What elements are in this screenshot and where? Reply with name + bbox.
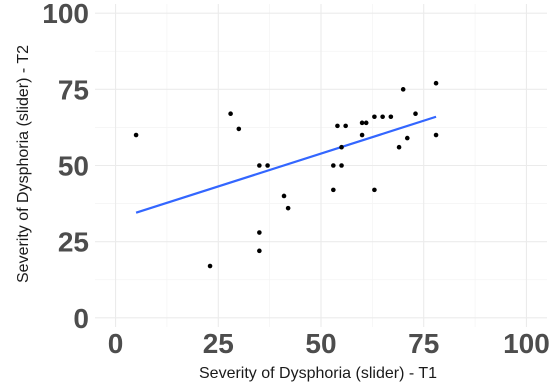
data-point	[343, 123, 348, 129]
y-tick-label: 0	[73, 303, 89, 334]
x-tick-label: 50	[305, 328, 336, 359]
data-point	[335, 123, 340, 129]
major-grid	[95, 4, 547, 327]
regression-line	[135, 115, 437, 214]
data-point	[359, 120, 365, 126]
data-point	[257, 248, 262, 254]
data-point	[388, 114, 394, 120]
x-tick-label: 100	[503, 328, 550, 359]
y-axis-title: Severity of Dysphoria (slider) - T2	[15, 45, 32, 283]
data-point	[265, 163, 270, 168]
x-tick-label: 75	[408, 328, 439, 359]
data-point	[331, 163, 336, 168]
data-point	[281, 193, 287, 199]
x-tick-label: 25	[203, 328, 234, 359]
data-point	[257, 163, 262, 168]
data-point	[339, 144, 344, 150]
trend-line-group	[135, 115, 437, 214]
data-point	[433, 80, 439, 86]
y-tick-label: 25	[58, 227, 89, 258]
data-points	[133, 80, 439, 269]
data-point	[236, 126, 242, 132]
data-point	[433, 132, 439, 138]
data-point	[339, 163, 344, 168]
data-point	[257, 230, 262, 235]
data-point	[359, 132, 365, 138]
data-point	[396, 144, 402, 150]
y-axis-ticks: 0 25 50 75 100	[42, 0, 89, 334]
data-point	[413, 111, 418, 116]
data-point	[363, 120, 369, 126]
y-tick-label: 75	[58, 74, 89, 105]
x-tick-label: 0	[108, 328, 124, 359]
x-axis-title: Severity of Dysphoria (slider) - T1	[199, 365, 437, 382]
data-point	[380, 114, 385, 120]
data-point	[207, 263, 213, 269]
data-point	[400, 87, 406, 92]
data-point	[331, 187, 336, 193]
y-tick-label: 100	[42, 0, 89, 29]
data-point	[228, 111, 233, 116]
data-point	[285, 205, 291, 211]
x-axis-ticks: 0 25 50 75 100	[108, 328, 550, 359]
data-point	[372, 187, 377, 193]
data-point	[133, 132, 139, 138]
data-point	[404, 135, 410, 141]
y-tick-label: 50	[58, 151, 89, 182]
data-point	[372, 114, 377, 120]
